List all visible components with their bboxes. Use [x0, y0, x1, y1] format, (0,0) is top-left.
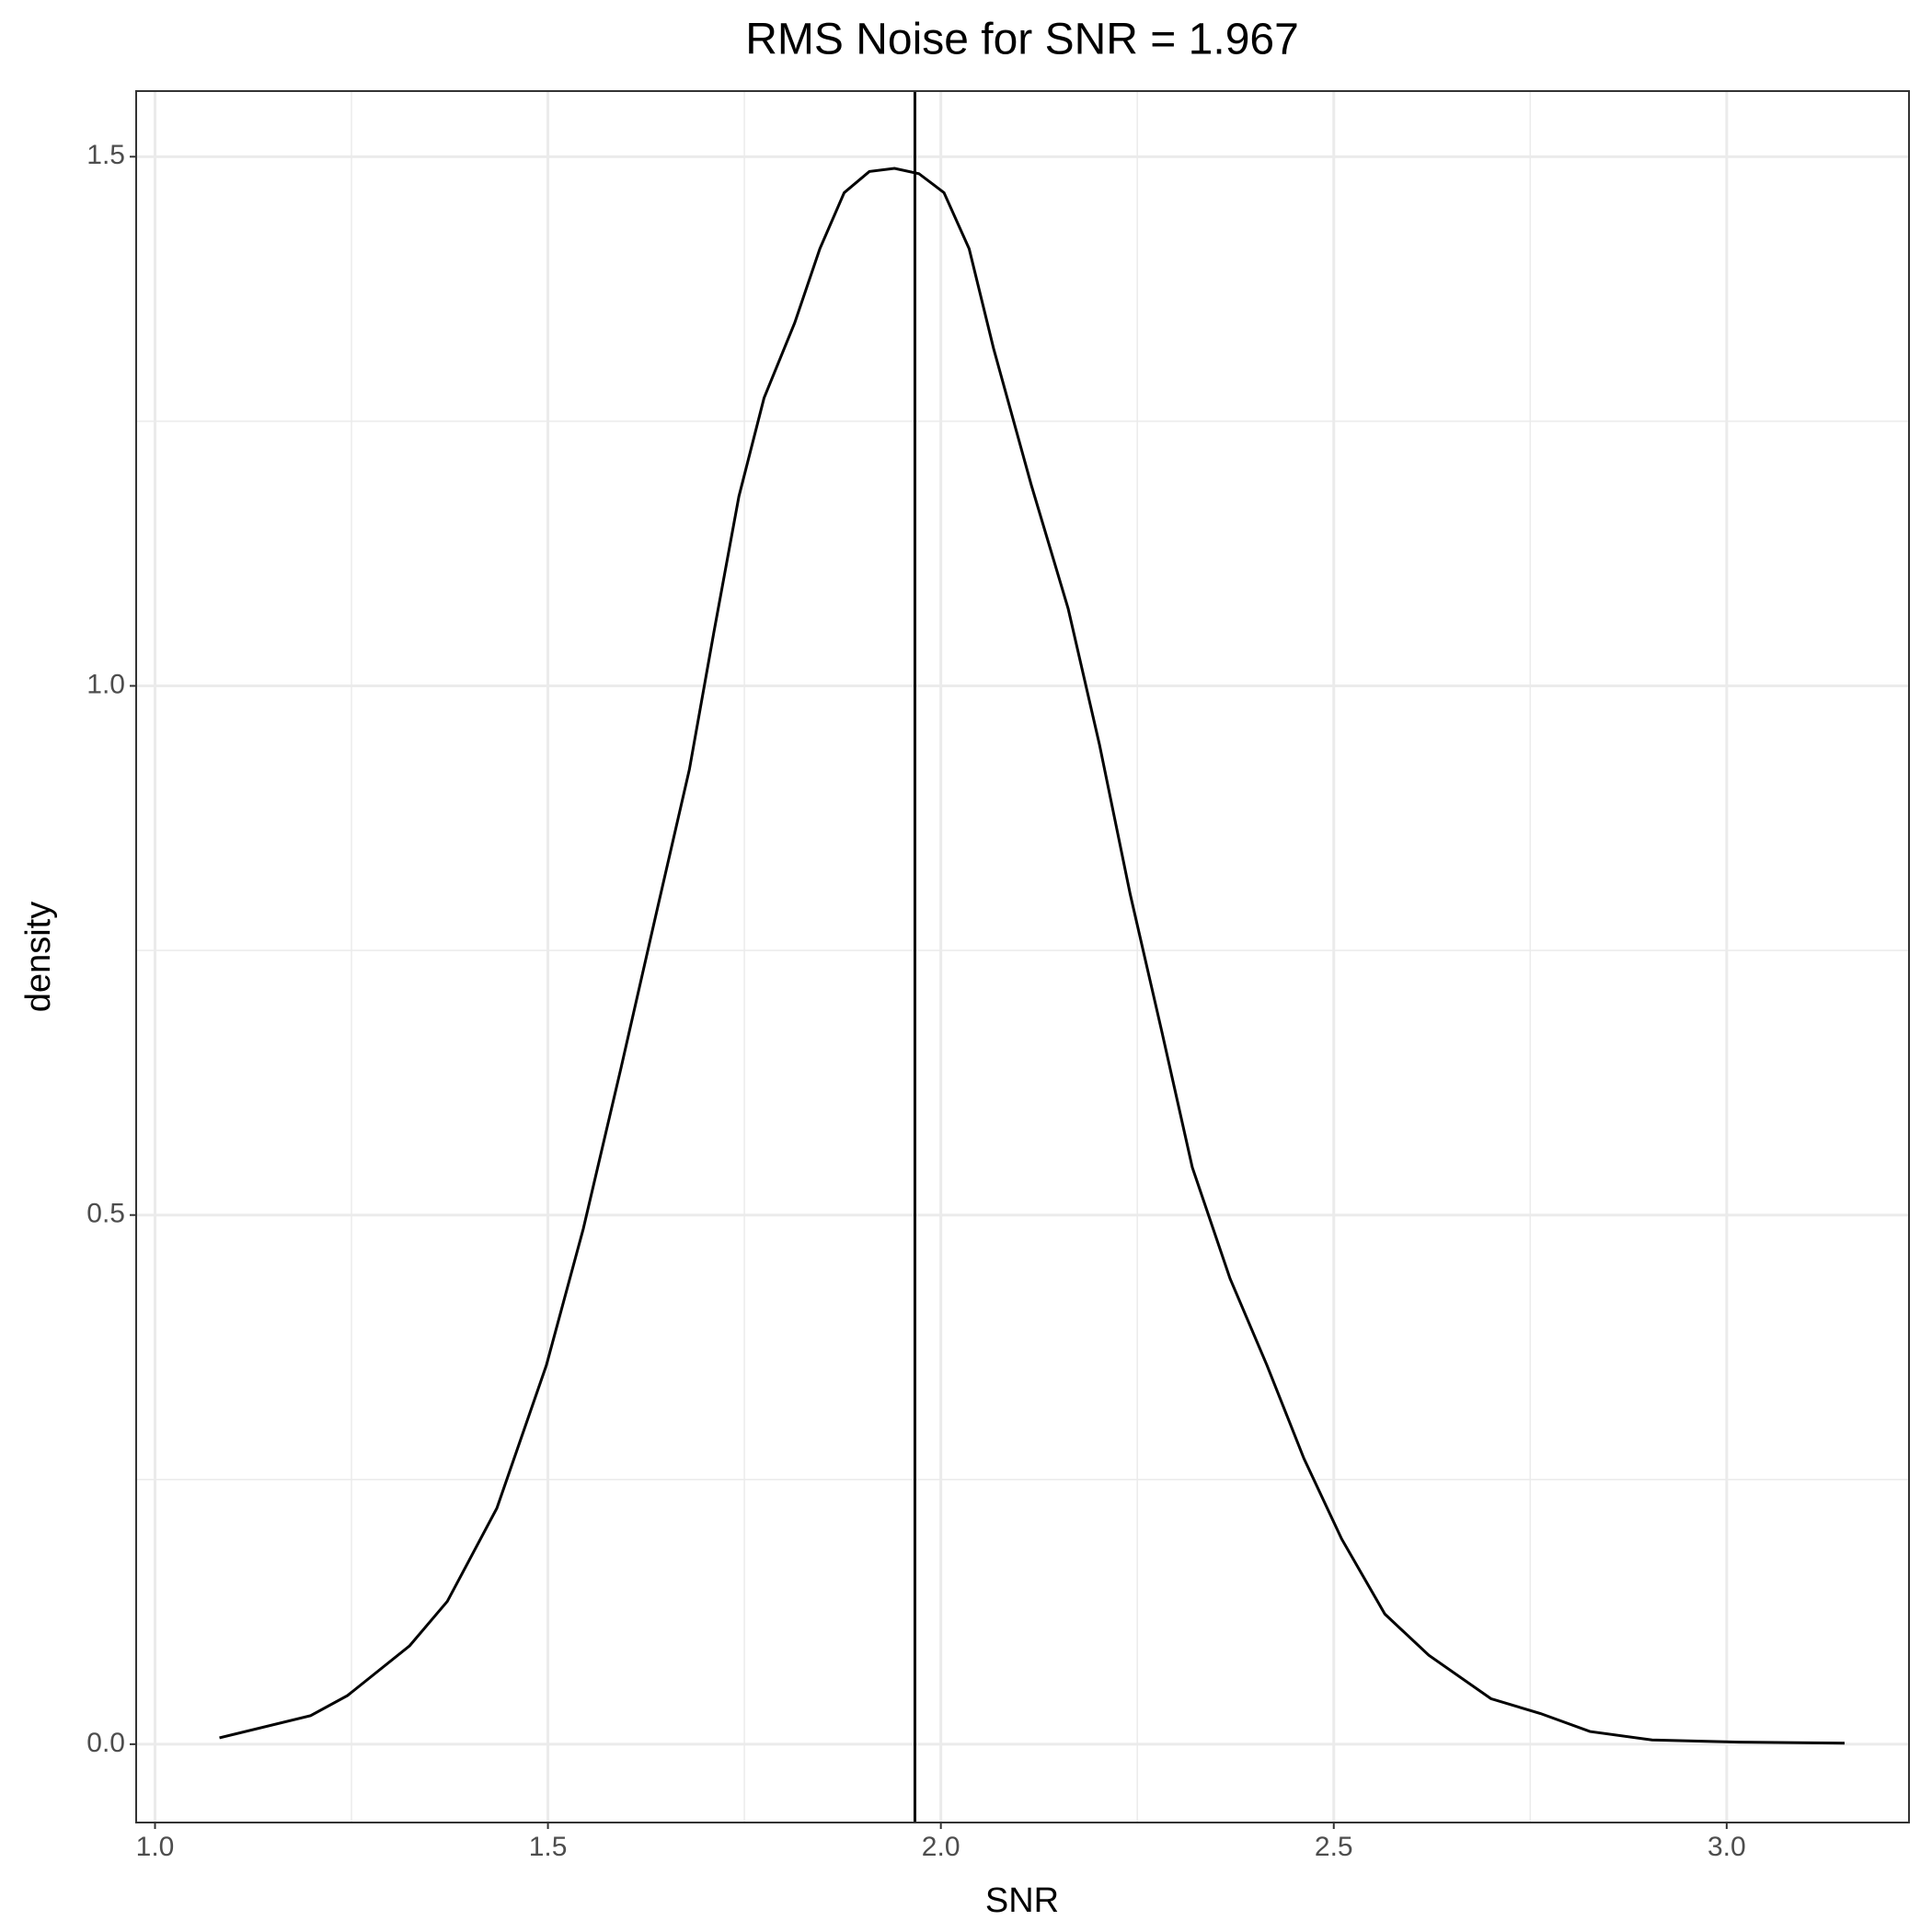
- x-tick-label: 1.5: [529, 1832, 568, 1862]
- y-tick-label: 0.0: [86, 1728, 125, 1758]
- panel-border: [135, 90, 1910, 1823]
- x-tick-label: 3.0: [1708, 1832, 1746, 1862]
- chart-title: RMS Noise for SNR = 1.967: [745, 16, 1299, 64]
- y-tick-label: 1.0: [86, 669, 125, 699]
- x-tick-label: 1.0: [136, 1832, 175, 1862]
- y-tick-label: 0.5: [86, 1199, 125, 1229]
- density-line: [219, 167, 1845, 1745]
- x-tick-label: 2.5: [1315, 1832, 1353, 1862]
- x-tick-label: 2.0: [922, 1832, 960, 1862]
- x-axis-label: SNR: [985, 1881, 1059, 1920]
- y-axis-label: density: [19, 902, 58, 1012]
- y-tick-label: 1.5: [86, 140, 125, 170]
